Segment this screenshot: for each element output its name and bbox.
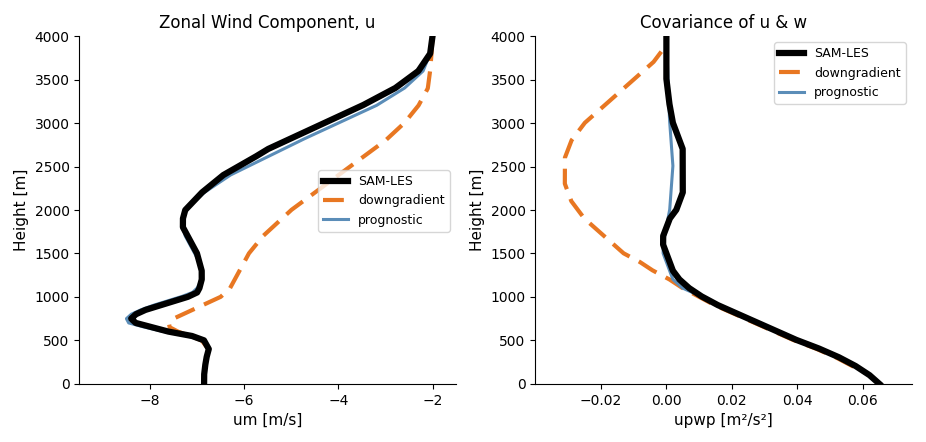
prognostic — [874, 381, 885, 386]
Line: prognostic: prognostic — [663, 36, 880, 384]
Y-axis label: Height [m]: Height [m] — [14, 169, 29, 251]
downgradient — [336, 170, 347, 175]
prognostic — [663, 82, 674, 87]
Line: SAM-LES: SAM-LES — [131, 36, 432, 384]
prognostic — [339, 118, 350, 123]
downgradient — [582, 118, 594, 123]
downgradient — [324, 179, 335, 185]
Title: Covariance of u & w: Covariance of u & w — [640, 14, 807, 32]
Title: Zonal Wind Component, u: Zonal Wind Component, u — [159, 14, 376, 32]
SAM-LES — [677, 179, 688, 185]
SAM-LES — [200, 360, 211, 365]
SAM-LES — [394, 82, 406, 87]
SAM-LES — [677, 160, 688, 165]
SAM-LES — [667, 118, 678, 123]
SAM-LES — [221, 170, 232, 175]
downgradient — [559, 179, 570, 185]
SAM-LES — [209, 179, 220, 185]
prognostic — [230, 170, 241, 175]
SAM-LES — [661, 82, 672, 87]
downgradient — [427, 34, 438, 39]
Legend: SAM-LES, downgradient, prognostic: SAM-LES, downgradient, prognostic — [774, 42, 906, 104]
downgradient — [423, 82, 434, 87]
downgradient — [559, 160, 570, 165]
prognostic — [403, 82, 414, 87]
Line: SAM-LES: SAM-LES — [663, 36, 880, 384]
prognostic — [215, 179, 226, 185]
Line: downgradient: downgradient — [169, 36, 432, 384]
SAM-LES — [240, 160, 251, 165]
SAM-LES — [325, 118, 336, 123]
SAM-LES — [198, 381, 209, 386]
downgradient — [840, 360, 851, 365]
prognostic — [666, 179, 677, 185]
prognostic — [198, 381, 209, 386]
X-axis label: um [m/s]: um [m/s] — [233, 413, 303, 428]
Y-axis label: Height [m]: Height [m] — [469, 169, 485, 251]
prognostic — [251, 160, 262, 165]
prognostic — [664, 118, 675, 123]
downgradient — [559, 170, 570, 175]
downgradient — [661, 34, 672, 39]
prognostic — [427, 34, 438, 39]
prognostic — [200, 360, 211, 365]
SAM-LES — [427, 34, 438, 39]
downgradient — [622, 82, 633, 87]
Line: downgradient: downgradient — [565, 36, 880, 384]
Line: prognostic: prognostic — [127, 36, 432, 384]
X-axis label: upwp [m²/s²]: upwp [m²/s²] — [674, 413, 773, 428]
prognostic — [661, 34, 672, 39]
SAM-LES — [874, 381, 885, 386]
SAM-LES — [844, 360, 855, 365]
prognostic — [844, 360, 855, 365]
downgradient — [350, 160, 361, 165]
downgradient — [874, 381, 885, 386]
prognostic — [667, 170, 678, 175]
Legend: SAM-LES, downgradient, prognostic: SAM-LES, downgradient, prognostic — [319, 170, 450, 232]
SAM-LES — [677, 170, 688, 175]
prognostic — [667, 160, 678, 165]
SAM-LES — [661, 34, 672, 39]
downgradient — [401, 118, 412, 123]
downgradient — [198, 381, 209, 386]
downgradient — [200, 360, 211, 365]
